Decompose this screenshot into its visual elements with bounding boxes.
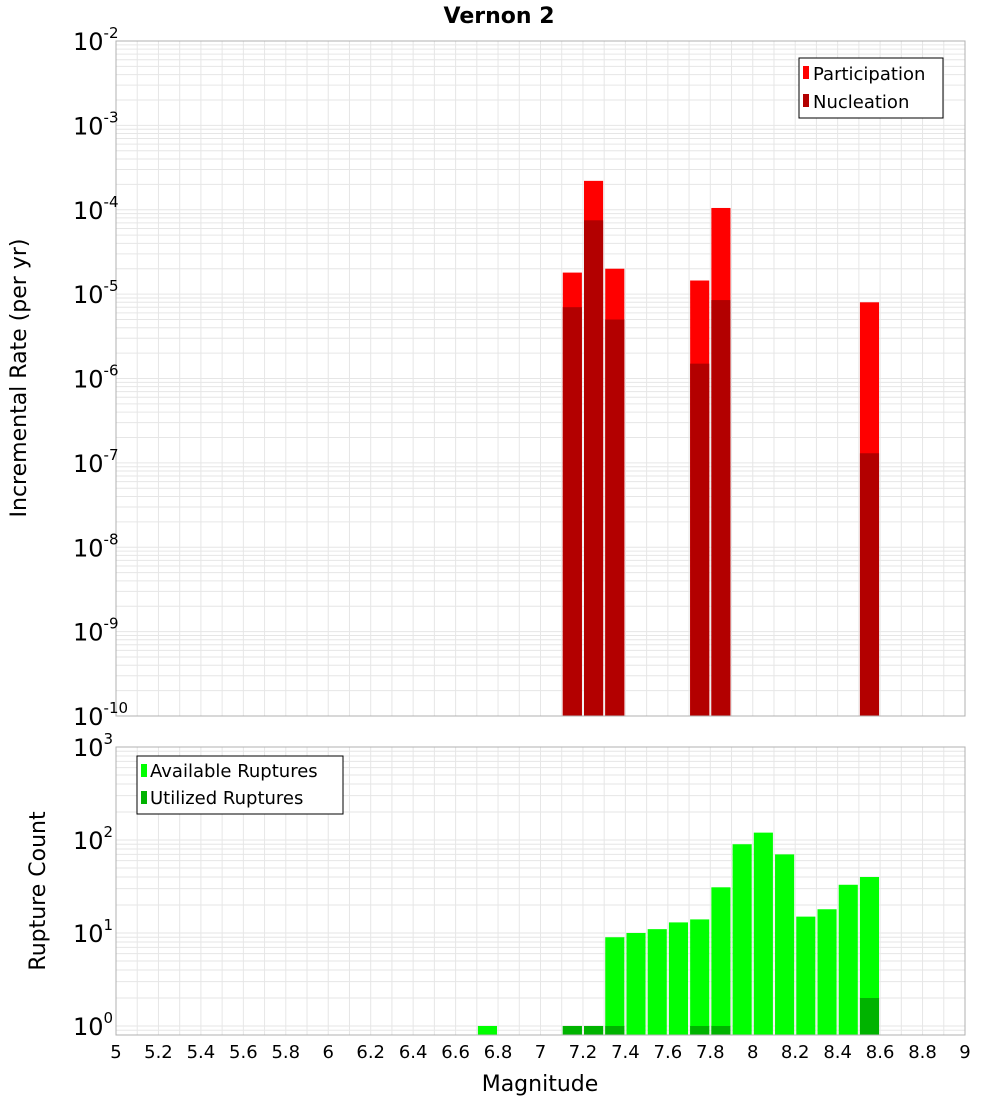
count-y-tick-label: 103 [73, 730, 113, 762]
available-ruptures-bar [647, 929, 667, 1035]
utilized-ruptures-legend-swatch [141, 791, 147, 804]
count-panel: 103 102 101 100 Rupture Count Available Rup… [26, 730, 966, 1041]
available-ruptures-legend-swatch [141, 764, 147, 777]
x-tick-label: 9 [959, 1042, 970, 1063]
nucleation-bar [859, 453, 880, 716]
chart-title: Vernon 2 [444, 4, 555, 29]
rate-legend-box [798, 57, 944, 119]
available-ruptures-bar [605, 937, 625, 1035]
count-bars [477, 832, 880, 1035]
utilized-ruptures-legend-label: Utilized Ruptures [150, 788, 303, 809]
rate-y-tick-label: 10-9 [73, 615, 119, 647]
count-y-tick-label: 100 [73, 1009, 113, 1041]
count-y-tick-label: 101 [73, 916, 113, 948]
rate-y-tick-label: 10-10 [73, 699, 128, 731]
rate-legend: Participation Nucleation [798, 57, 944, 119]
rate-y-tick-label: 10-8 [73, 530, 119, 562]
count-y-axis-label: Rupture Count [26, 811, 51, 971]
rate-y-tick-label: 10-4 [73, 193, 119, 225]
utilized-ruptures-bar [584, 1025, 604, 1035]
rate-plot-frame [115, 40, 966, 717]
rate-y-tick-label: 10-5 [73, 277, 119, 309]
x-tick-label: 8.4 [823, 1042, 852, 1063]
participation-legend-label: Participation [813, 64, 925, 85]
available-ruptures-bar [796, 916, 816, 1035]
x-tick-label: 7 [535, 1042, 546, 1063]
available-ruptures-bar [626, 932, 646, 1035]
utilized-ruptures-bar [605, 1025, 625, 1035]
x-tick-label: 7.4 [611, 1042, 640, 1063]
x-tick-label: 6.6 [441, 1042, 470, 1063]
x-tick-label: 6.8 [484, 1042, 513, 1063]
x-tick-label: 5.6 [229, 1042, 258, 1063]
available-ruptures-bar [838, 884, 858, 1035]
nucleation-bar [562, 307, 582, 716]
utilized-ruptures-bar [690, 1025, 710, 1035]
x-tick-label: 5.8 [271, 1042, 300, 1063]
nucleation-legend-swatch [803, 94, 809, 107]
available-ruptures-bar [690, 919, 710, 1035]
rate-bars [562, 180, 880, 717]
count-legend: Available Ruptures Utilized Ruptures [136, 755, 344, 815]
x-tick-label: 8.6 [866, 1042, 895, 1063]
available-ruptures-bar [477, 1025, 497, 1035]
count-y-ticks: 103 102 101 100 [73, 730, 113, 1041]
nucleation-bar [690, 363, 710, 716]
x-tick-label: 6.2 [356, 1042, 385, 1063]
rate-gridlines [116, 41, 965, 716]
count-legend-box [136, 755, 344, 815]
x-tick-label: 5.4 [187, 1042, 216, 1063]
nucleation-bar [605, 319, 625, 716]
x-tick-label: 7.6 [654, 1042, 683, 1063]
available-ruptures-bar [753, 832, 773, 1035]
count-plot-frame [115, 746, 966, 1036]
x-tick-label: 8.2 [781, 1042, 810, 1063]
rate-y-tick-label: 10-2 [73, 24, 119, 56]
rate-panel: 10-2 10-3 10-4 10-5 10-6 10-7 10-8 10-9 10-10 In… [7, 24, 966, 731]
x-tick-label: 5 [110, 1042, 121, 1063]
count-y-tick-label: 102 [73, 823, 113, 855]
utilized-ruptures-bar [562, 1025, 582, 1035]
available-ruptures-bar [668, 922, 689, 1035]
x-axis-label: Magnitude [482, 1072, 599, 1097]
available-ruptures-bar [817, 909, 837, 1035]
utilized-ruptures-bar [711, 1025, 731, 1035]
x-tick-label: 8.8 [908, 1042, 937, 1063]
x-axis-ticks: 5 5.2 5.4 5.6 5.8 6 6.2 6.4 6.6 6.8 7 7.2 7.4 7.6 7.8 8… [110, 1042, 970, 1063]
rate-y-axis-label: Incremental Rate (per yr) [7, 239, 32, 518]
x-tick-label: 7.2 [569, 1042, 598, 1063]
nucleation-legend-label: Nucleation [813, 92, 909, 113]
rate-y-tick-label: 10-3 [73, 108, 119, 140]
rate-y-ticks: 10-2 10-3 10-4 10-5 10-6 10-7 10-8 10-9 10-10 [73, 24, 128, 731]
x-tick-label: 5.2 [144, 1042, 173, 1063]
available-ruptures-bar [711, 887, 731, 1035]
x-tick-label: 6 [323, 1042, 334, 1063]
x-tick-label: 6.4 [399, 1042, 428, 1063]
available-ruptures-legend-label: Available Ruptures [150, 761, 318, 782]
utilized-ruptures-bar [859, 997, 880, 1035]
available-ruptures-bar [859, 877, 880, 1035]
nucleation-bar [584, 220, 604, 717]
rate-y-tick-label: 10-7 [73, 446, 119, 478]
nucleation-bar [711, 300, 731, 716]
available-ruptures-bar [775, 854, 795, 1035]
x-tick-label: 7.8 [696, 1042, 725, 1063]
participation-legend-swatch [803, 66, 809, 79]
available-ruptures-bar [732, 844, 752, 1035]
rate-y-tick-label: 10-6 [73, 362, 119, 394]
x-tick-label: 8 [747, 1042, 758, 1063]
